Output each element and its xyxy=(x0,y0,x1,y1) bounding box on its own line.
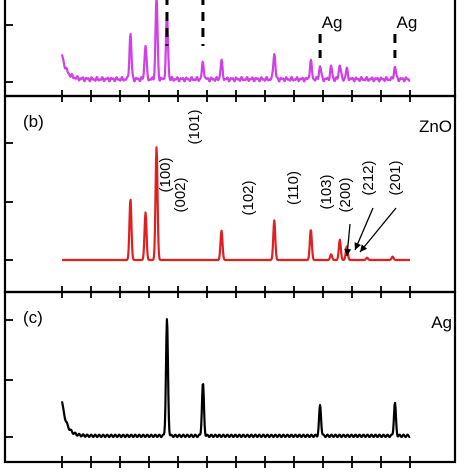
peak-label: (103) xyxy=(318,174,335,209)
bottom-x-axis xyxy=(61,462,411,468)
panel-frame xyxy=(3,290,457,464)
peak-label: (110) xyxy=(285,171,302,205)
peak-label: (212) xyxy=(360,160,377,195)
arrow-head xyxy=(354,242,361,250)
peak-arrow xyxy=(354,207,374,251)
marker-label: Ag xyxy=(322,13,343,32)
arrow-head xyxy=(360,244,368,252)
marker-label: Ag xyxy=(397,13,418,32)
peak-label: (100) xyxy=(157,157,174,192)
peak-label: (002) xyxy=(172,177,189,212)
peak-label: (201) xyxy=(387,160,404,195)
panel-label: (b) xyxy=(23,112,44,131)
panel-c: (c) Ag xyxy=(3,290,457,464)
series-line xyxy=(60,0,411,83)
peak-label: (101) xyxy=(186,109,203,144)
phase-label: ZnO xyxy=(419,117,452,136)
panel-label: (c) xyxy=(23,308,43,327)
phase-label: Ag xyxy=(431,313,452,332)
panel-b: (b) ZnO (100)(002) (101) (102) (110) (103) (200… xyxy=(3,94,457,294)
peak-arrow xyxy=(359,207,397,253)
peak-label: (102) xyxy=(240,180,257,215)
panel-a: Ag Ag xyxy=(3,0,457,98)
peak-label: (200) xyxy=(337,177,354,212)
arrow-head xyxy=(344,248,352,256)
series-line xyxy=(60,318,411,439)
series-line xyxy=(61,146,411,262)
